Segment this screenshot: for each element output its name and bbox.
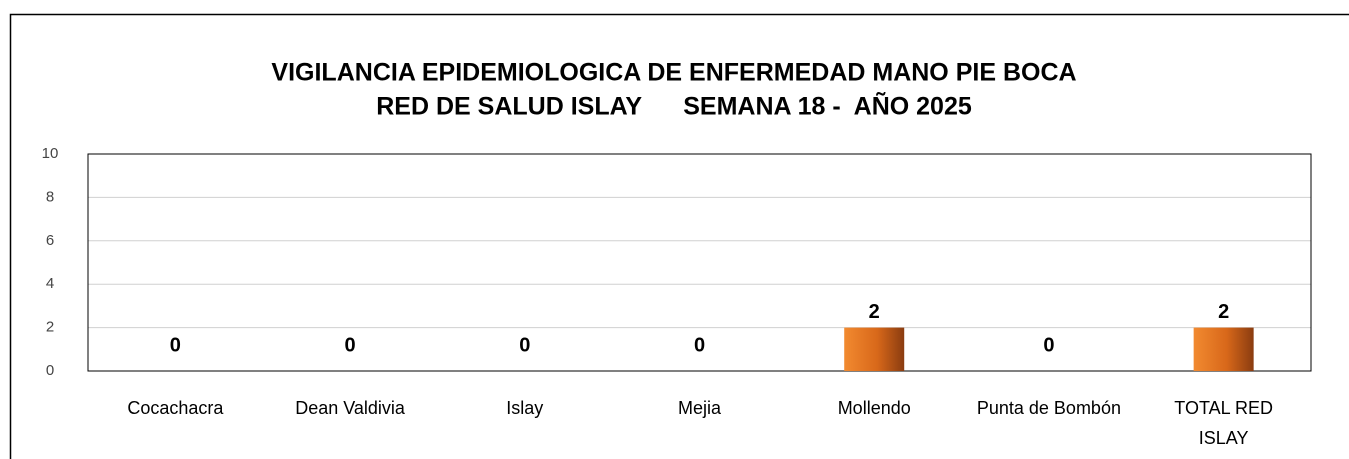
data-label: 0 xyxy=(1043,334,1054,356)
x-tick-label: Islay xyxy=(506,398,543,418)
data-label: 2 xyxy=(1218,301,1229,323)
x-tick-label: Dean Valdivia xyxy=(295,398,406,418)
y-tick-label: 10 xyxy=(42,145,59,162)
x-tick-label: Cocachacra xyxy=(127,398,224,418)
x-tick-label: TOTAL RED ISLAY xyxy=(1174,398,1273,448)
y-tick-label: 2 xyxy=(46,319,54,336)
chart-title: RED DE SALUD ISLAY SEMANA 18 - AÑO 2025 xyxy=(376,91,972,121)
bar xyxy=(844,327,905,371)
data-label: 0 xyxy=(519,334,530,356)
plot-border xyxy=(87,153,1312,372)
x-tick-label: Mejia xyxy=(678,398,722,418)
bar xyxy=(1193,327,1254,371)
y-tick-label: 4 xyxy=(46,275,54,292)
x-tick-label: Mollendo xyxy=(838,398,911,418)
y-tick-label: 0 xyxy=(46,362,54,379)
data-label: 2 xyxy=(869,301,880,323)
data-label: 0 xyxy=(694,334,705,356)
x-tick-label: Punta de Bombón xyxy=(977,398,1121,418)
y-tick-label: 6 xyxy=(46,232,54,249)
data-label: 0 xyxy=(345,334,356,356)
data-label: 0 xyxy=(170,334,181,356)
frame xyxy=(9,13,1349,459)
y-tick-label: 8 xyxy=(46,188,54,205)
chart-title: VIGILANCIA EPIDEMIOLOGICA DE ENFERMEDAD … xyxy=(271,59,1076,87)
